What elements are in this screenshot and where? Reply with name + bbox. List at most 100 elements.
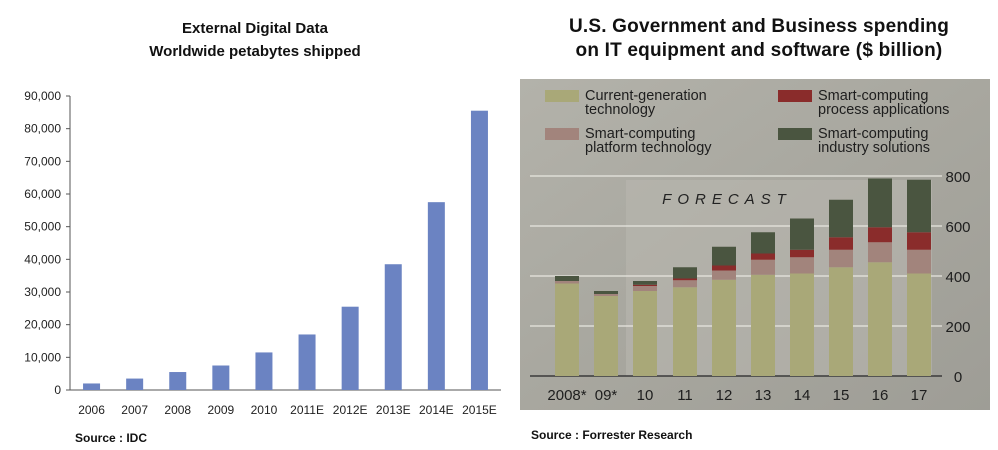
left-bar-2007 [126,378,144,390]
right-bar-12-segment [712,265,736,271]
right-bar-12-segment [712,279,736,376]
right-bar-15-segment [829,199,853,238]
right-bar-10-segment [633,291,657,376]
right-bar-17-segment [907,249,931,274]
left-chart-source: Source : IDC [75,431,148,445]
right-bar-13-segment [751,274,775,376]
right-y-tick-label: 800 [945,169,970,186]
right-y-tick-label: 0 [954,369,962,386]
left-y-tick-label: 50,000 [24,220,61,234]
right-x-tick-label: 13 [755,387,772,404]
right-x-tick-label: 14 [794,387,811,404]
right-bar-10-segment [633,281,657,285]
right-bar-12-segment [712,270,736,280]
left-chart-subtitle: Worldwide petabytes shipped [149,43,361,60]
legend-label-line2: platform technology [585,140,712,156]
left-x-tick-label: 2015E [462,403,497,417]
right-bar-17-segment [907,179,931,233]
right-chart-title-line2: on IT equipment and software ($ billion) [575,40,943,61]
right-bar-14-segment [790,249,814,258]
left-y-tick-label: 40,000 [24,252,61,266]
legend-label-line1: Smart-computing [818,88,928,104]
left-bar-2013E [384,264,402,390]
right-bar-14-segment [790,257,814,274]
left-x-tick-label: 2007 [121,403,148,417]
legend-swatch [545,128,579,140]
left-bar-2011E [298,334,316,390]
left-y-tick-label: 80,000 [24,122,61,136]
right-y-tick-label: 400 [945,269,970,286]
left-bar-2008 [169,372,187,390]
right-bar-11-segment [673,267,697,279]
legend-label-line1: Current-generation [585,88,707,104]
legend-label-line1: Smart-computing [818,126,928,142]
right-bar-10-segment [633,284,657,286]
left-bar-2010 [255,352,273,390]
right-bar-2008*-segment [555,281,579,284]
left-y-tick-label: 30,000 [24,285,61,299]
right-bar-16-segment [868,242,892,263]
left-chart-panel: External Digital Data Worldwide petabyte… [24,20,501,445]
legend-swatch [778,90,812,102]
right-bar-12-segment [712,246,736,266]
left-x-tick-label: 2011E [290,403,324,417]
left-bar-2012E [341,306,359,390]
right-chart-title-line1: U.S. Government and Business spending [568,16,950,37]
right-bar-13-segment [751,232,775,254]
legend-swatch [778,128,812,140]
left-x-tick-label: 2013E [376,403,411,417]
left-chart-title: External Digital Data [182,20,328,37]
right-bar-15-segment [829,267,853,376]
left-y-tick-label: 0 [54,383,61,397]
right-x-tick-label: 12 [716,387,733,404]
right-chart-source: Source : Forrester Research [531,428,693,442]
right-bar-11-segment [673,287,697,376]
right-bar-09*-segment [594,294,618,296]
left-bar-2015E [470,110,488,390]
right-y-tick-label: 600 [945,219,970,236]
right-x-tick-label: 15 [833,387,850,404]
left-y-tick-label: 70,000 [24,154,61,168]
right-bar-17-segment [907,232,931,250]
right-x-tick-label: 11 [677,387,693,404]
right-bar-09*-segment [594,296,618,376]
right-x-tick-label: 17 [911,387,928,404]
left-x-tick-label: 2006 [78,403,105,417]
left-bar-2014E [427,202,445,390]
legend-label-line1: Smart-computing [585,126,695,142]
right-x-tick-label: 16 [872,387,889,404]
left-x-tick-label: 2008 [164,403,191,417]
right-bar-15-segment [829,237,853,250]
legend-label-line2: technology [585,102,656,118]
right-bar-17-segment [907,273,931,376]
left-bar-2006 [83,383,101,390]
right-bar-14-segment [790,218,814,250]
right-bar-15-segment [829,249,853,268]
right-bar-16-segment [868,178,892,228]
right-bar-13-segment [751,253,775,260]
left-x-tick-label: 2009 [207,403,234,417]
right-bar-13-segment [751,259,775,275]
left-y-tick-label: 90,000 [24,89,61,103]
left-bar-2009 [212,365,230,390]
left-chart-plot: 0 10,000 20,000 30,000 40,000 50,000 60,000 70,… [24,89,501,417]
right-bar-11-segment [673,280,697,288]
right-bar-10-segment [633,286,657,291]
right-bar-16-segment [868,227,892,243]
left-x-tick-label: 2012E [333,403,368,417]
right-bar-11-segment [673,278,697,281]
forecast-label: FORECAST [662,191,792,208]
left-x-tick-label: 2014E [419,403,454,417]
right-bar-2008*-segment [555,276,579,281]
legend-label-line2: process applications [818,102,949,118]
left-y-tick-label: 60,000 [24,187,61,201]
left-x-tick-label: 2010 [251,403,278,417]
right-y-tick-label: 200 [945,319,970,336]
left-y-tick-label: 20,000 [24,318,61,332]
right-x-tick-label: 10 [637,387,654,404]
legend-swatch [545,90,579,102]
left-y-tick-label: 10,000 [24,350,61,364]
right-bar-2008*-segment [555,283,579,376]
right-bar-14-segment [790,273,814,376]
